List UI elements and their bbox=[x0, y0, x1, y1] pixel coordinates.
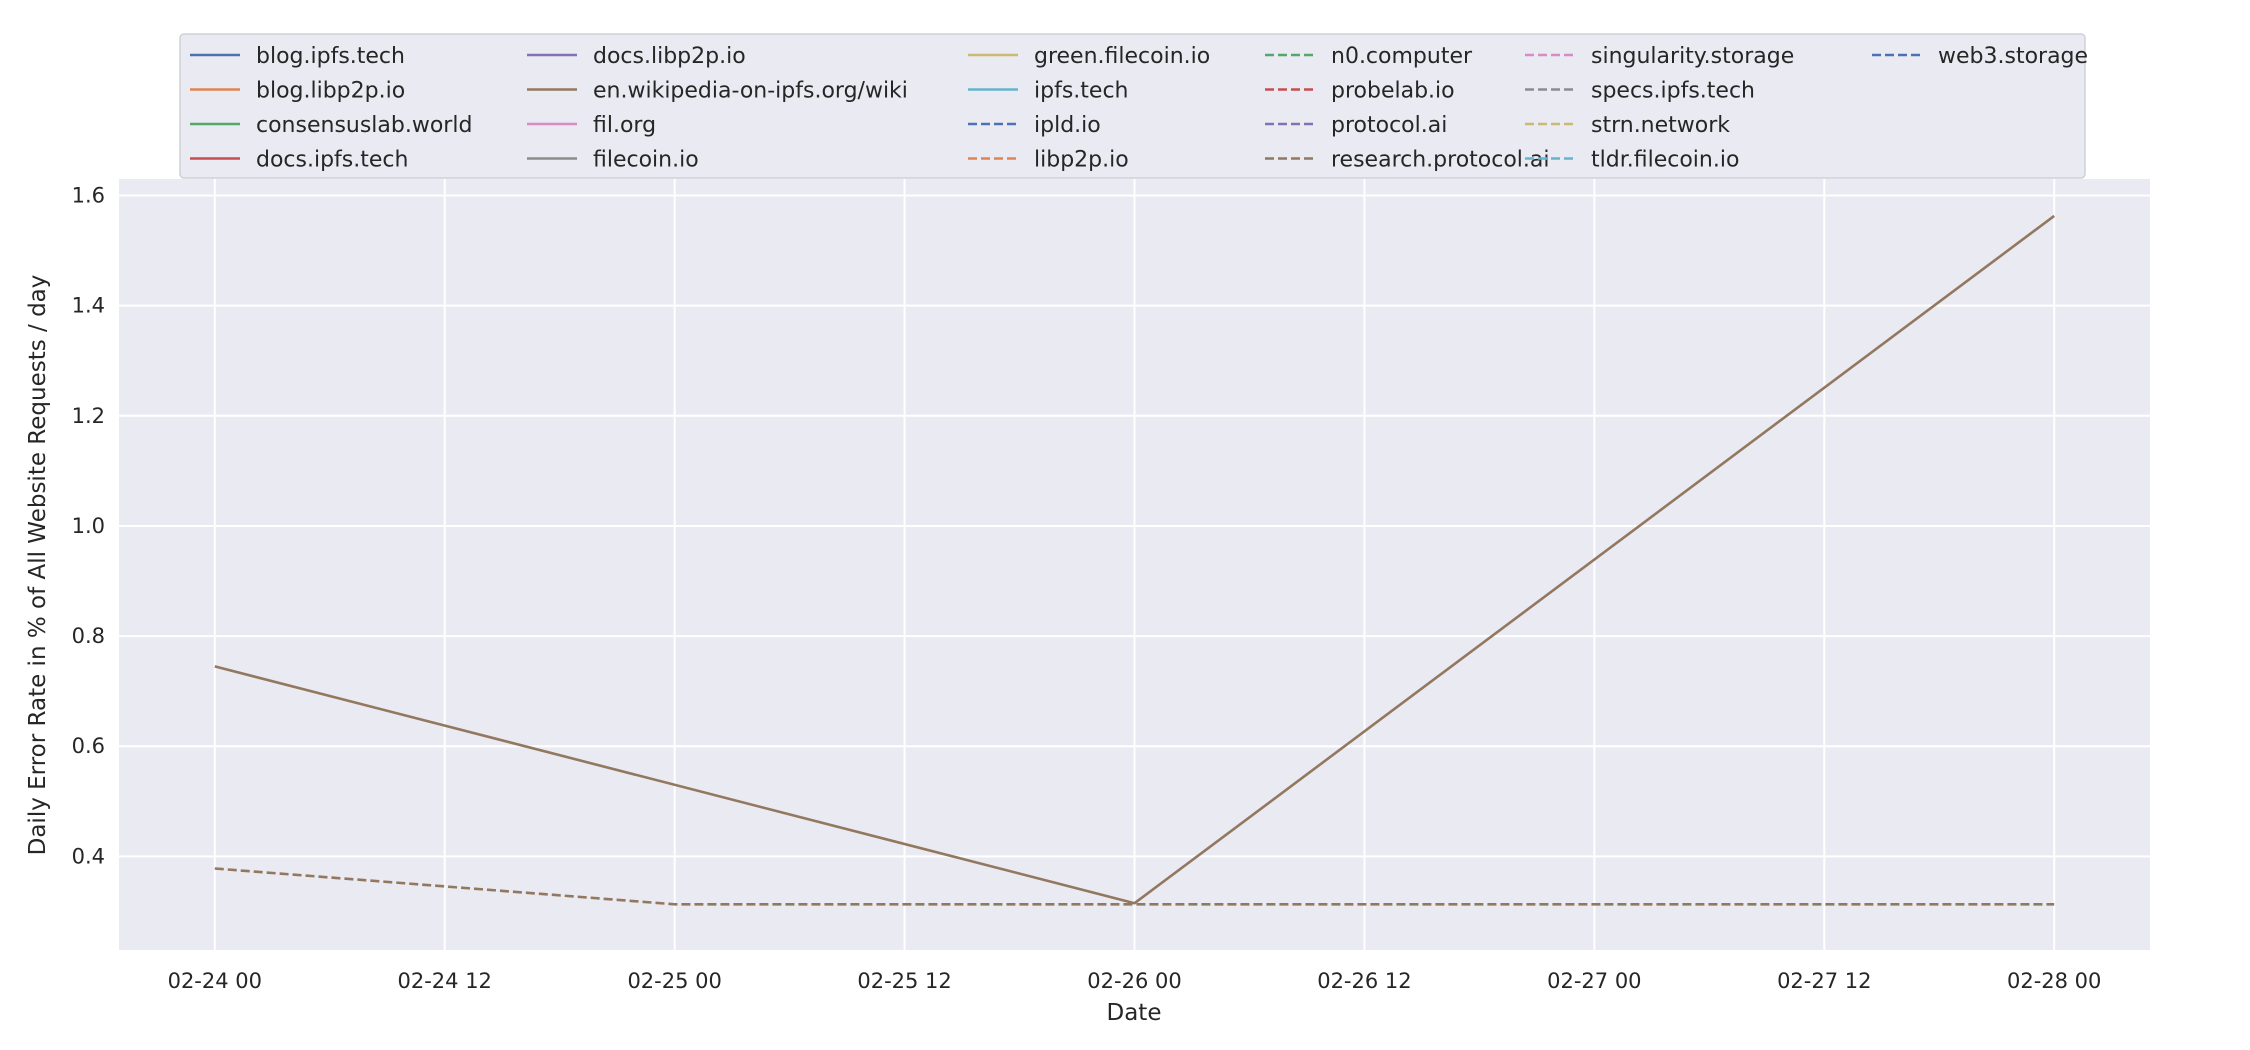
legend-label: research.protocol.ai bbox=[1331, 148, 1550, 173]
series-line bbox=[214, 214, 2055, 905]
x-tick-label: 02-28 00 bbox=[2007, 969, 2101, 993]
legend-label: green.filecoin.io bbox=[1034, 44, 1210, 69]
series-line bbox=[214, 867, 2055, 906]
legend-label: docs.ipfs.tech bbox=[256, 148, 408, 173]
y-tick-label: 0.8 bbox=[72, 624, 105, 648]
y-axis-label: Daily Error Rate in % of All Website Req… bbox=[25, 275, 51, 856]
y-tick-label: 1.4 bbox=[72, 294, 105, 318]
x-tick-label: 02-25 12 bbox=[857, 969, 951, 993]
legend: blog.ipfs.tech blog.libp2p.io consensuslab… bbox=[179, 33, 2088, 179]
x-tick-label: 02-24 12 bbox=[398, 969, 492, 993]
legend-label: fil.org bbox=[593, 113, 656, 138]
x-tick-label: 02-25 00 bbox=[627, 969, 721, 993]
legend-label: ipld.io bbox=[1034, 113, 1101, 138]
x-tick-label: 02-26 12 bbox=[1317, 969, 1411, 993]
legend-label: protocol.ai bbox=[1331, 113, 1447, 138]
legend-label: singularity.storage bbox=[1591, 44, 1794, 69]
legend-label: ipfs.tech bbox=[1034, 79, 1128, 104]
grid bbox=[119, 179, 2150, 950]
legend-items: blog.ipfs.tech blog.libp2p.io consensuslab… bbox=[190, 44, 2088, 173]
y-tick-label: 0.4 bbox=[72, 844, 105, 868]
legend-label: specs.ipfs.tech bbox=[1591, 79, 1755, 104]
legend-label: web3.storage bbox=[1938, 44, 2088, 69]
legend-label: blog.ipfs.tech bbox=[256, 44, 405, 69]
legend-label: strn.network bbox=[1591, 113, 1730, 138]
y-tick-label: 1.6 bbox=[72, 184, 105, 208]
tick-labels: 02-24 00 02-24 12 02-25 00 02-25 12 02-26 00… bbox=[72, 184, 2102, 993]
legend-label: blog.libp2p.io bbox=[256, 79, 405, 104]
legend-label: libp2p.io bbox=[1034, 148, 1129, 173]
series-layer bbox=[214, 214, 2055, 906]
x-tick-label: 02-24 00 bbox=[168, 969, 262, 993]
legend-label: n0.computer bbox=[1331, 44, 1473, 69]
x-tick-label: 02-27 00 bbox=[1547, 969, 1641, 993]
x-tick-label: 02-27 12 bbox=[1777, 969, 1871, 993]
y-tick-label: 1.0 bbox=[72, 514, 105, 538]
legend-label: filecoin.io bbox=[593, 148, 699, 173]
legend-label: probelab.io bbox=[1331, 79, 1455, 104]
x-tick-label: 02-26 00 bbox=[1087, 969, 1181, 993]
y-tick-label: 1.2 bbox=[72, 404, 105, 428]
y-tick-label: 0.6 bbox=[72, 734, 105, 758]
legend-label: consensuslab.world bbox=[256, 113, 472, 138]
legend-label: en.wikipedia-on-ipfs.org/wiki bbox=[593, 79, 908, 104]
x-axis-label: Date bbox=[1107, 1000, 1162, 1026]
legend-box bbox=[179, 33, 2086, 179]
legend-label: docs.libp2p.io bbox=[593, 44, 746, 69]
legend-label: tldr.filecoin.io bbox=[1591, 148, 1739, 173]
